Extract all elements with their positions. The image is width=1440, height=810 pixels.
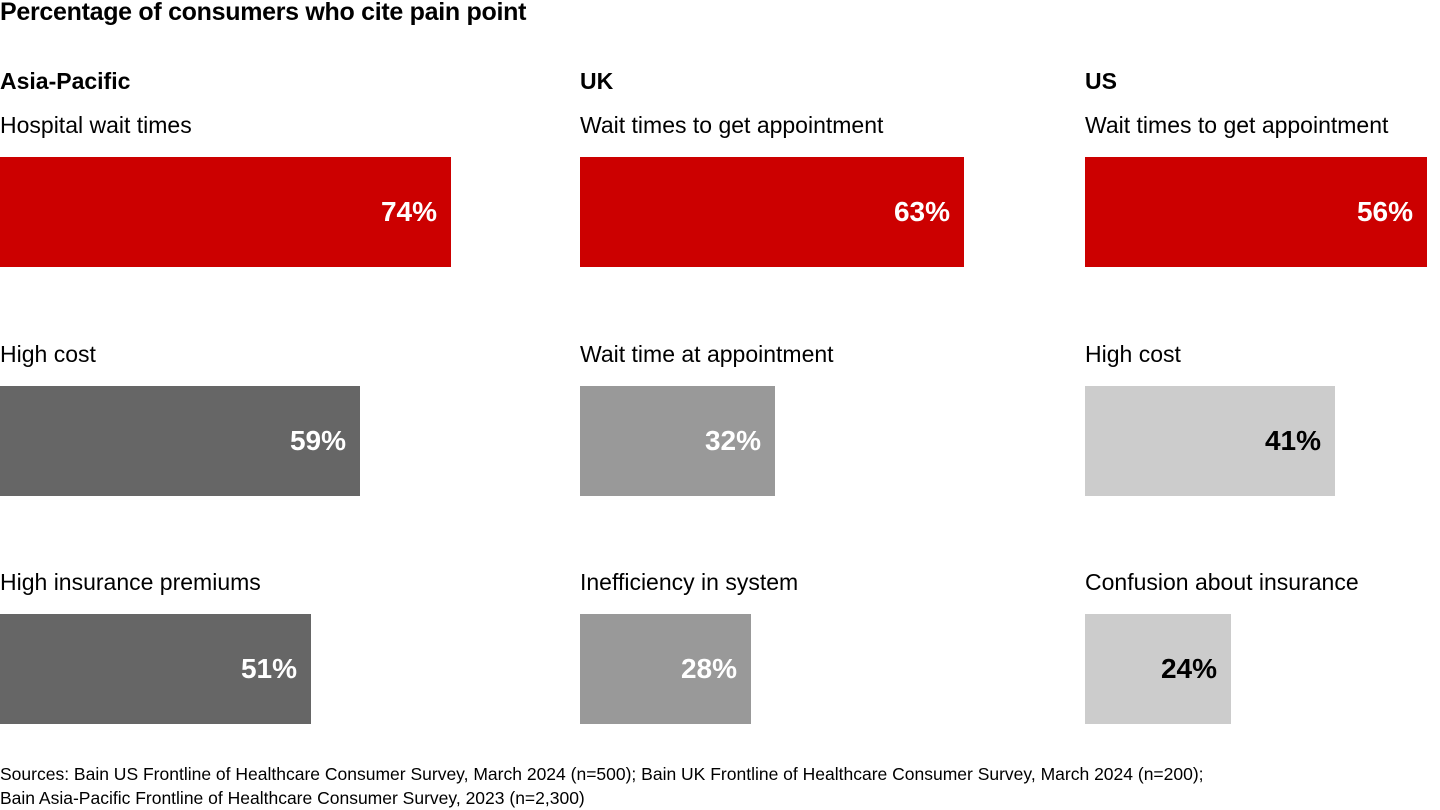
- bar-value-label: 59%: [289, 425, 346, 456]
- category-label: High cost: [1085, 341, 1181, 367]
- category-label: Hospital wait times: [0, 112, 192, 138]
- category-label: Inefficiency in system: [580, 569, 799, 595]
- panel-uk: UK Wait times to get appointment 63% Wait …: [580, 0, 1080, 740]
- bar-value-label: 74%: [380, 196, 437, 227]
- panel-asia-pacific: Asia-Pacific Hospital wait times 74% High …: [0, 0, 560, 740]
- bar-value-label: 24%: [1160, 653, 1217, 684]
- category-label: Wait times to get appointment: [580, 112, 884, 138]
- bar-value-label: 41%: [1264, 425, 1321, 456]
- category-label: Wait time at appointment: [580, 341, 834, 367]
- source-note: Sources: Bain US Frontline of Healthcare…: [0, 762, 1204, 810]
- category-label: Wait times to get appointment: [1085, 112, 1389, 138]
- bar-value-label: 28%: [680, 653, 737, 684]
- panel-title: US: [1085, 68, 1117, 94]
- source-line-1: Sources: Bain US Frontline of Healthcare…: [0, 764, 1204, 784]
- bar-value-label: 56%: [1356, 196, 1413, 227]
- bar: 51%: [0, 614, 311, 724]
- bar: 28%: [580, 614, 751, 724]
- category-label: Confusion about insurance: [1085, 569, 1359, 595]
- bar-value-label: 32%: [704, 425, 761, 456]
- bar-value-label: 63%: [893, 196, 950, 227]
- bar: 63%: [580, 157, 964, 267]
- bar: 32%: [580, 386, 775, 496]
- bar-value-label: 51%: [240, 653, 297, 684]
- bar: 56%: [1085, 157, 1427, 267]
- bar: 74%: [0, 157, 451, 267]
- category-label: High insurance premiums: [0, 569, 261, 595]
- source-line-2: Bain Asia-Pacific Frontline of Healthcar…: [0, 788, 585, 808]
- bar: 24%: [1085, 614, 1231, 724]
- panel-title: Asia-Pacific: [0, 68, 131, 94]
- bar: 41%: [1085, 386, 1335, 496]
- panel-title: UK: [580, 68, 614, 94]
- category-label: High cost: [0, 341, 96, 367]
- bar: 59%: [0, 386, 360, 496]
- chart-title: Percentage of consumers who cite pain po…: [0, 0, 527, 26]
- panel-us: US Wait times to get appointment 56% High …: [1085, 0, 1440, 740]
